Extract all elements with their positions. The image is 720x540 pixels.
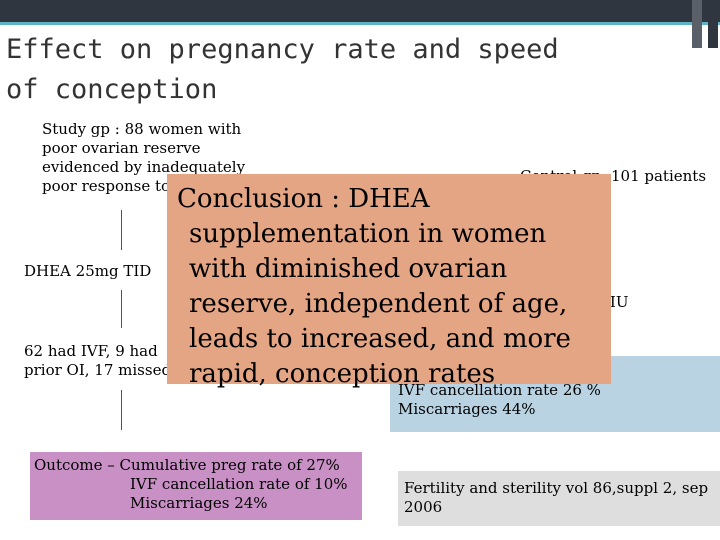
- study-outcome-line: IVF cancellation rate of 10%: [130, 475, 348, 493]
- header-accent-line: [0, 22, 720, 25]
- flow-connector: [121, 210, 122, 250]
- iiu-text: IIU: [604, 293, 629, 311]
- reference-box: Fertility and sterility vol 86,suppl 2, …: [398, 471, 720, 526]
- flow-connector: [121, 390, 122, 430]
- corner-decoration: [692, 0, 702, 48]
- conclusion-body: supplementation in women with diminished…: [189, 219, 571, 389]
- corner-decoration: [708, 0, 718, 48]
- study-outcome-line: Miscarriages 24%: [130, 494, 268, 512]
- ivf-breakdown-text: 62 had IVF, 9 had prior OI, 17 missed: [24, 342, 172, 379]
- flow-connector: [121, 290, 122, 328]
- study-outcome-line: Outcome – Cumulative preg rate of 27%: [34, 456, 340, 474]
- slide-title: Effect on pregnancy rate and speed of co…: [6, 34, 559, 105]
- dhea-dose-text: DHEA 25mg TID: [24, 262, 152, 280]
- study-group-text: Study gp : 88 women with poor ovarian re…: [42, 120, 246, 195]
- control-outcome-line: Miscarriages 44%: [398, 400, 536, 418]
- conclusion-heading: Conclusion : DHEA: [177, 184, 430, 214]
- top-header-bar: [0, 0, 720, 22]
- control-outcome-line: IVF cancellation rate 26 %: [398, 381, 601, 399]
- study-outcome-box: Outcome – Cumulative preg rate of 27% IV…: [30, 452, 362, 520]
- conclusion-box: Conclusion : DHEA supplementation in wom…: [167, 174, 611, 389]
